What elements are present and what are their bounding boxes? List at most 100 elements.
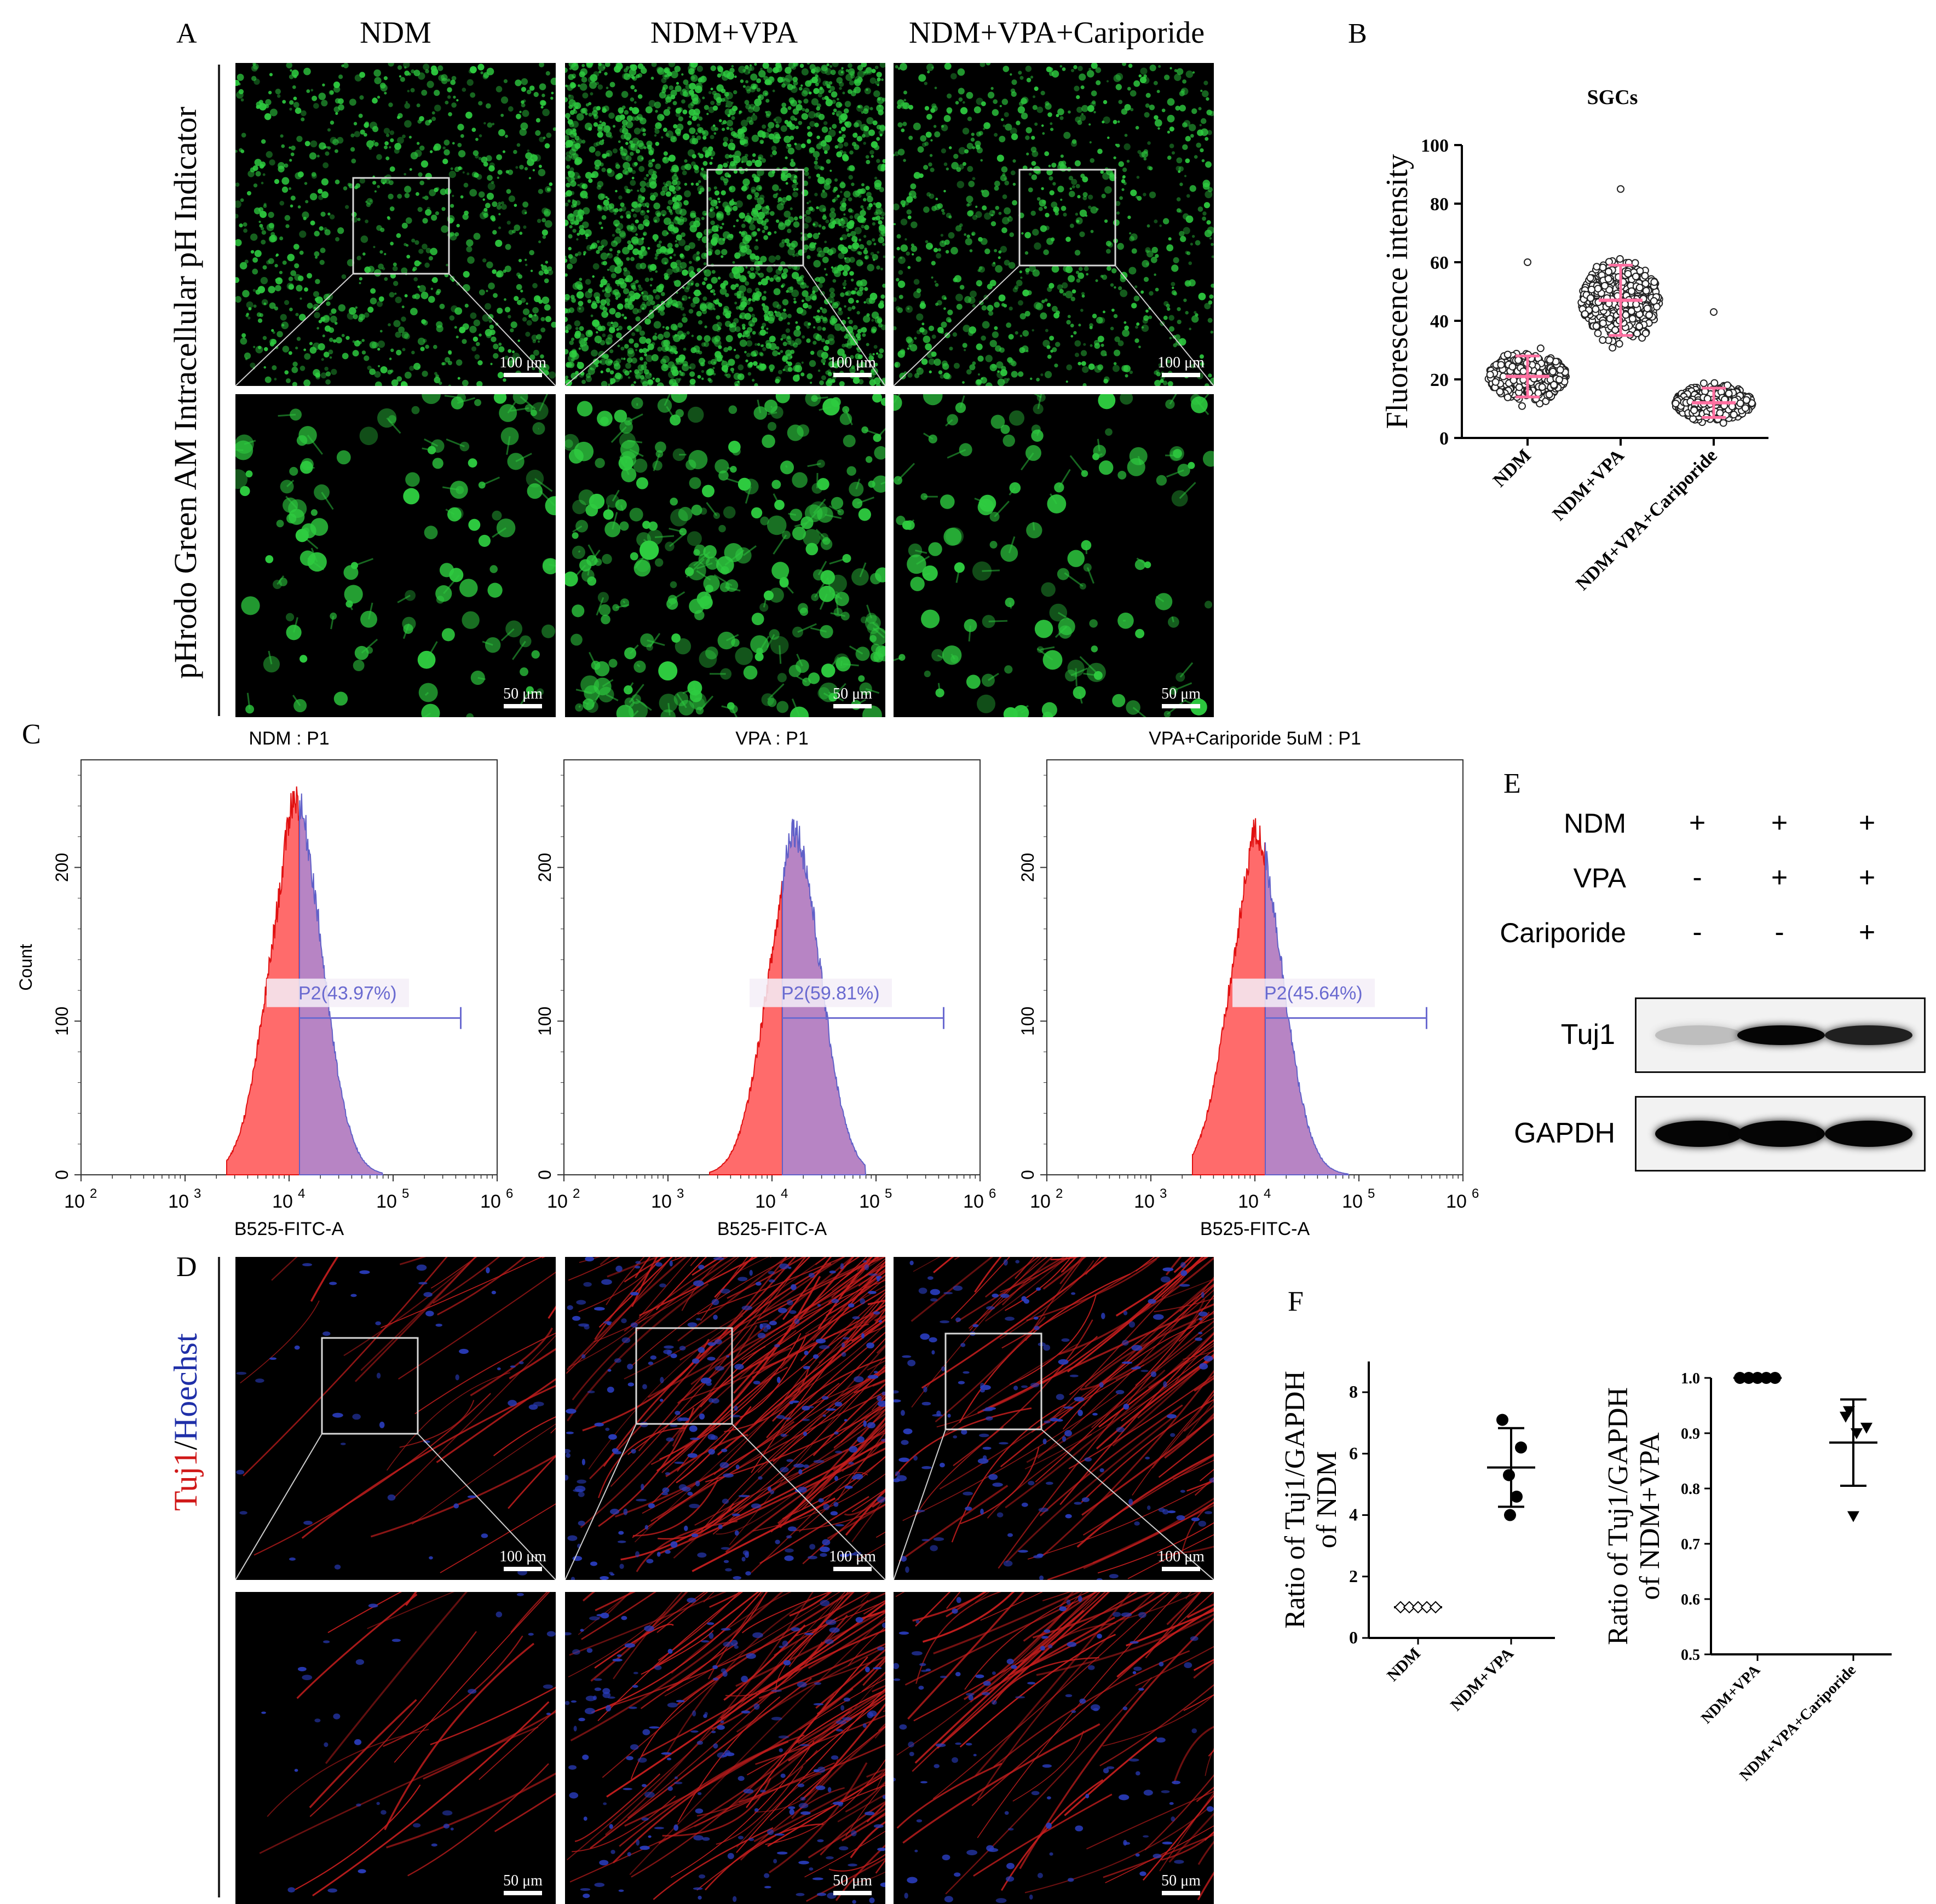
cell-dot <box>687 120 692 125</box>
cell-dot <box>736 219 739 222</box>
cell-dot <box>565 67 568 73</box>
cell-dot <box>542 109 550 117</box>
cell-dot <box>299 297 302 299</box>
cell-dot <box>702 96 705 99</box>
cell-dot <box>1211 331 1214 334</box>
cell-dot <box>897 247 900 250</box>
cell-dot <box>768 122 774 129</box>
cell-dot <box>272 237 275 240</box>
cell-dot <box>268 212 274 218</box>
cell-dot <box>710 101 715 105</box>
cell-dot <box>474 233 481 240</box>
cell-dot <box>607 334 613 339</box>
cell-dot <box>1177 320 1182 324</box>
cell-dot <box>1129 236 1134 241</box>
cell-dot <box>667 158 671 161</box>
cell-dot <box>598 193 604 200</box>
cell-dot <box>727 126 730 130</box>
cell-dot <box>1169 326 1174 332</box>
cell-body <box>419 683 438 702</box>
cell-body <box>1203 451 1214 467</box>
cell-dot <box>477 64 484 70</box>
cell-dot <box>841 224 845 228</box>
cell-dot <box>418 249 423 253</box>
cell-dot <box>829 212 836 218</box>
cell-dot <box>1115 143 1117 146</box>
cell-dot <box>275 89 281 94</box>
cell-dot <box>879 105 881 107</box>
cell-dot <box>716 229 718 232</box>
cell-dot <box>1061 206 1067 211</box>
cell-dot <box>1032 229 1039 236</box>
cell-dot <box>713 308 716 310</box>
cell-dot <box>354 341 360 347</box>
cell-dot <box>699 129 701 132</box>
cell-dot <box>447 95 451 99</box>
cell-dot <box>1202 211 1206 215</box>
cell-dot <box>421 160 428 168</box>
cell-body <box>300 551 315 566</box>
cell-dot <box>792 192 798 198</box>
cell-dot <box>485 303 491 310</box>
cell-dot <box>390 349 394 352</box>
cell-dot <box>1044 206 1047 209</box>
cell-dot <box>320 247 326 253</box>
cell-dot <box>284 370 289 374</box>
cell-dot <box>1025 311 1030 316</box>
cell-dot <box>768 314 775 321</box>
cell-dot <box>853 325 858 330</box>
cell-dot <box>866 192 872 197</box>
cell-dot <box>565 317 568 322</box>
cell-dot <box>488 165 495 172</box>
cell-dot <box>1073 65 1078 70</box>
cell-dot <box>1179 105 1186 111</box>
cell-dot <box>292 85 296 89</box>
cell-dot <box>638 285 641 288</box>
cell-dot <box>565 256 567 258</box>
cell-body <box>474 399 481 406</box>
cell-dot <box>672 365 676 369</box>
cell-dot <box>790 356 792 358</box>
cell-dot <box>1110 327 1114 331</box>
cell-dot <box>272 365 276 370</box>
cell-dot <box>592 301 596 305</box>
cell-dot <box>793 301 797 304</box>
cell-dot <box>1167 98 1175 106</box>
cell-dot <box>675 185 680 191</box>
cell-dot <box>637 309 642 313</box>
cell-dot <box>1071 69 1074 72</box>
cell-dot <box>290 270 296 276</box>
cell-dot <box>809 91 812 95</box>
cell-dot <box>591 315 594 318</box>
cell-dot <box>990 364 998 372</box>
panel-label-a: A <box>176 18 197 50</box>
cell-dot <box>1130 189 1137 196</box>
cell-dot <box>341 64 344 67</box>
cell-dot <box>729 154 733 158</box>
cell-dot <box>964 349 966 351</box>
cell-dot <box>585 237 587 239</box>
cell-dot <box>1081 350 1087 356</box>
cell-body <box>907 555 926 574</box>
cell-dot <box>536 118 540 123</box>
cell-dot <box>361 339 365 342</box>
cell-dot <box>654 321 661 328</box>
cell-body <box>449 568 463 582</box>
cell-dot <box>235 214 239 218</box>
cell-dot <box>1128 64 1133 68</box>
cell-dot <box>1007 357 1013 363</box>
cell-dot <box>538 169 546 176</box>
cell-dot <box>566 324 572 330</box>
cell-dot <box>937 327 944 333</box>
cell-dot <box>597 124 603 129</box>
cell-dot <box>1050 128 1053 131</box>
cell-dot <box>660 311 665 316</box>
cell-dot <box>471 128 476 132</box>
cell-dot <box>654 129 659 134</box>
cell-dot <box>437 65 443 71</box>
cell-dot <box>807 63 810 65</box>
cell-dot <box>646 174 649 177</box>
cell-dot <box>571 63 579 71</box>
cell-dot <box>852 290 856 294</box>
cell-dot <box>667 243 673 249</box>
